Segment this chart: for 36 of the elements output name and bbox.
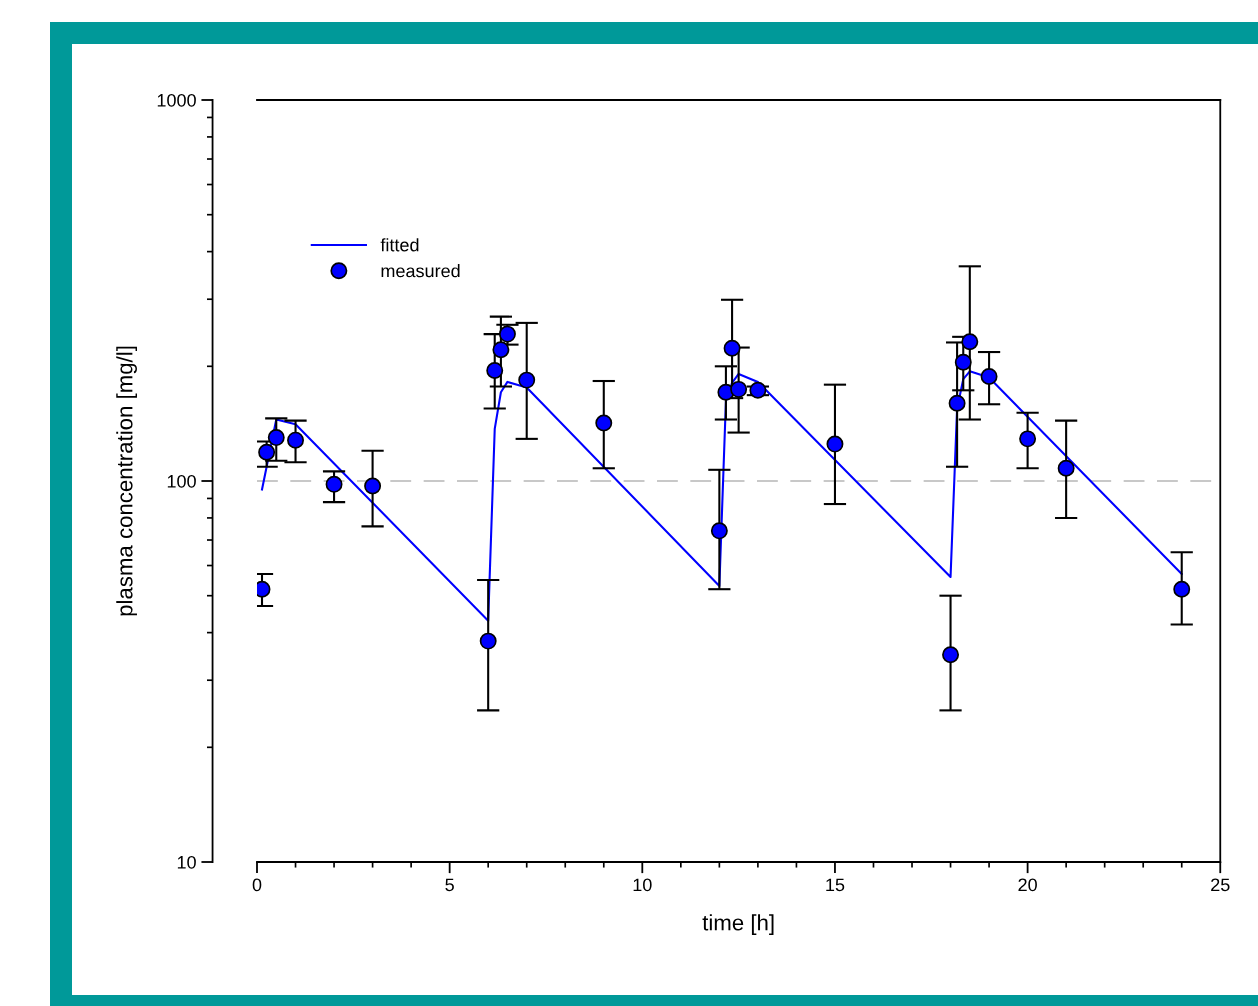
point xyxy=(325,475,343,493)
x-tick-label: 0 xyxy=(252,878,262,892)
point xyxy=(492,341,510,359)
x-tick-label: 20 xyxy=(1018,878,1037,892)
point xyxy=(1173,580,1191,598)
y-axis-title: plasma concentration [mg/l] xyxy=(116,346,137,616)
point xyxy=(710,522,728,540)
legend-label: measured xyxy=(381,264,460,278)
y-tick-label: 1000 xyxy=(157,93,196,107)
point xyxy=(749,381,767,399)
point xyxy=(258,443,276,461)
point xyxy=(364,477,382,495)
point xyxy=(595,414,613,432)
point xyxy=(942,646,960,664)
point xyxy=(826,435,844,453)
point xyxy=(1019,430,1037,448)
point xyxy=(287,431,305,449)
point xyxy=(730,380,748,398)
point xyxy=(267,429,285,447)
x-axis-title: time [h] xyxy=(702,914,774,935)
legend-label: fitted xyxy=(380,238,419,252)
point xyxy=(961,333,979,351)
point xyxy=(948,394,966,412)
point xyxy=(479,632,497,650)
y-tick-label: 10 xyxy=(177,855,196,869)
x-tick-label: 15 xyxy=(826,878,845,892)
point xyxy=(1057,459,1075,477)
point xyxy=(486,362,504,379)
x-tick-label: 25 xyxy=(1211,878,1230,892)
point xyxy=(518,371,536,389)
point xyxy=(980,368,998,386)
point xyxy=(723,339,741,357)
y-tick-label: 100 xyxy=(167,474,196,488)
x-tick-label: 5 xyxy=(445,878,454,892)
point xyxy=(954,353,972,371)
x-tick-label: 10 xyxy=(633,878,652,892)
